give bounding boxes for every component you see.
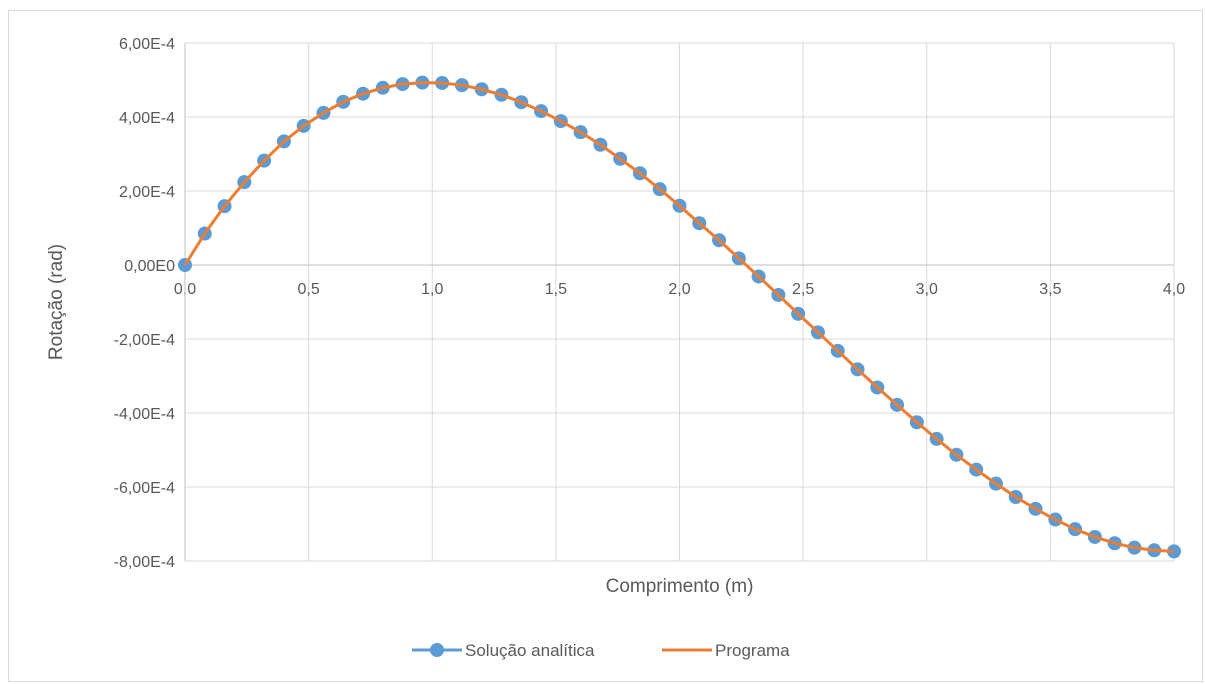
x-tick-label: 3,5 — [1039, 281, 1061, 298]
series — [178, 75, 1181, 559]
y-tick-label: 0,00E0 — [124, 258, 175, 275]
legend-marker-solucao-analitica — [430, 643, 444, 657]
x-tick-label: 2,5 — [792, 281, 814, 298]
legend-label-solucao-analitica: Solução analítica — [465, 641, 595, 660]
y-tick-label: 2,00E-4 — [119, 184, 175, 201]
y-tick-label: 6,00E-4 — [119, 36, 175, 53]
x-tick-label: 1,0 — [421, 281, 443, 298]
legend: Solução analítica Programa — [412, 641, 790, 660]
x-tick-label: 2,0 — [668, 281, 690, 298]
x-axis-title: Comprimento (m) — [606, 576, 754, 597]
line-chart: 6,00E-4 4,00E-4 2,00E-4 0,00E0 -2,00E-4 -4,00… — [46, 36, 1186, 660]
y-tick-label: -2,00E-4 — [114, 332, 175, 349]
x-tick-label: 0,5 — [298, 281, 320, 298]
axes: 6,00E-4 4,00E-4 2,00E-4 0,00E0 -2,00E-4 -4,00… — [114, 36, 1186, 571]
grid — [184, 42, 1175, 562]
y-tick-label: 4,00E-4 — [119, 110, 175, 127]
legend-label-programa: Programa — [715, 641, 790, 660]
x-tick-label: 4,0 — [1163, 281, 1185, 298]
chart-container: 6,00E-4 4,00E-4 2,00E-4 0,00E0 -2,00E-4 -4,00… — [8, 10, 1203, 682]
y-tick-label: -4,00E-4 — [114, 406, 175, 423]
y-tick-label: -8,00E-4 — [114, 554, 175, 571]
series-line-programa — [183, 81, 1175, 553]
x-tick-label: 1,5 — [545, 281, 567, 298]
x-tick-label: 3,0 — [916, 281, 938, 298]
y-axis-title: Rotação (rad) — [46, 244, 67, 360]
y-tick-label: -6,00E-4 — [114, 480, 175, 497]
